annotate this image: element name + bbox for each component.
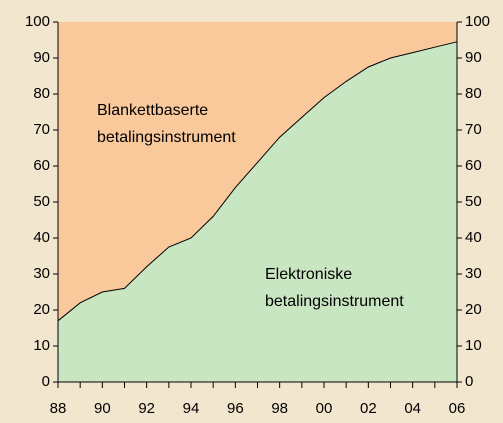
y2-tick-label: 40 xyxy=(465,229,482,246)
y-tick-label: 60 xyxy=(33,157,50,174)
area xyxy=(58,41,457,383)
y-tick-label: 0 xyxy=(42,373,50,390)
x-tick-label: 88 xyxy=(50,400,67,417)
y-tick-label: 90 xyxy=(33,49,50,66)
y-tick-label: 100 xyxy=(25,13,50,30)
y2-tick-label: 90 xyxy=(465,49,482,66)
x-tick-label: 90 xyxy=(94,400,111,417)
y2-tick-label: 10 xyxy=(465,337,482,354)
y-tick-label: 20 xyxy=(33,301,50,318)
y2-tick-label: 50 xyxy=(465,193,482,210)
x-tick-label: 94 xyxy=(183,400,200,417)
y-tick-label: 80 xyxy=(33,85,50,102)
y-tick-label: 40 xyxy=(33,229,50,246)
x-tick-label: 02 xyxy=(360,400,377,417)
x-tick-label: 04 xyxy=(404,400,421,417)
y2-tick-label: 100 xyxy=(465,13,490,30)
y2-tick-label: 20 xyxy=(465,301,482,318)
y-tick-label: 70 xyxy=(33,121,50,138)
y-tick-label: 30 xyxy=(33,265,50,282)
y-tick-label: 50 xyxy=(33,193,50,210)
x-tick-label: 00 xyxy=(316,400,333,417)
annotation: betalingsinstrument xyxy=(265,293,404,310)
x-tick-label: 98 xyxy=(271,400,288,417)
y2-tick-label: 30 xyxy=(465,265,482,282)
annotation: betalingsinstrument xyxy=(97,129,236,146)
y2-tick-label: 70 xyxy=(465,121,482,138)
y2-tick-label: 80 xyxy=(465,85,482,102)
annotation: Blankettbaserte xyxy=(97,102,208,119)
boundary-line xyxy=(57,41,458,322)
y2-tick-label: 0 xyxy=(465,373,473,390)
x-tick-label: 06 xyxy=(449,400,466,417)
x-tick-label: 96 xyxy=(227,400,244,417)
area xyxy=(58,22,457,321)
y-tick-label: 10 xyxy=(33,337,50,354)
y2-tick-label: 60 xyxy=(465,157,482,174)
x-tick-label: 92 xyxy=(138,400,155,417)
annotation: Elektroniske xyxy=(265,266,352,283)
